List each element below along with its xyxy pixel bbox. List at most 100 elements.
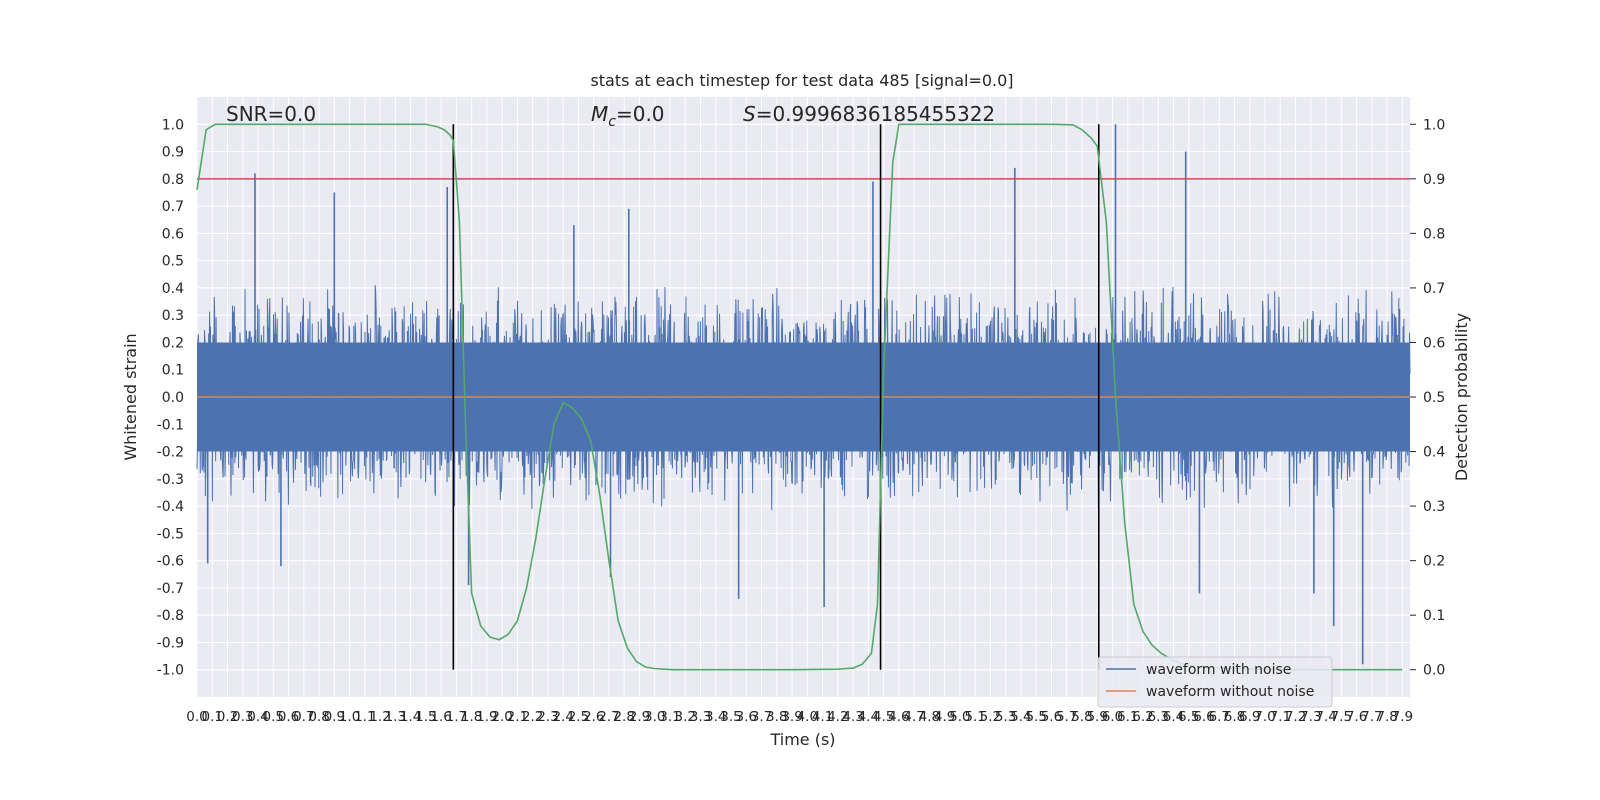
x-tick-label: 3.8 [766, 709, 787, 725]
x-tick-label: 2.6 [583, 709, 604, 725]
right-y-tick-label: 0.0 [1423, 663, 1445, 679]
left-y-axis: 1.0 0.9 0.8 0.7 0.6 0.5 0.4 0.3 0.2 0.1 0.0 -0.1 -0.… [157, 117, 184, 678]
mc-annotation: Mc=0.0 [591, 102, 665, 130]
left-y-axis-label: Whitened strain [121, 333, 140, 460]
x-tick-label: 6.5 [1178, 709, 1199, 725]
x-tick-label: 0.0 [186, 709, 207, 725]
chart-title: stats at each timestep for test data 485… [590, 71, 1013, 90]
x-tick-label: 2.1 [507, 709, 528, 725]
x-tick-label: 3.9 [781, 709, 802, 725]
x-tick-label: 6.6 [1193, 709, 1214, 725]
left-y-tick-label: -0.8 [157, 608, 184, 624]
x-axis: 0.00.10.20.30.40.50.60.70.80.91.01.11.21… [186, 709, 1413, 725]
x-tick-label: 3.3 [690, 709, 711, 725]
left-y-tick-label: 0.9 [162, 145, 184, 161]
left-y-tick-label: -0.2 [157, 445, 184, 461]
left-y-tick-label: -0.1 [157, 417, 184, 433]
left-y-tick-label: 0.2 [162, 335, 184, 351]
x-tick-label: 4.3 [842, 709, 863, 725]
x-tick-label: 5.3 [995, 709, 1016, 725]
x-tick-label: 6.1 [1117, 709, 1138, 725]
x-tick-label: 1.2 [369, 709, 390, 725]
x-tick-label: 5.9 [1086, 709, 1107, 725]
x-tick-label: 7.1 [1270, 709, 1291, 725]
x-tick-label: 2.9 [629, 709, 650, 725]
left-y-tick-label: 0.1 [162, 363, 184, 379]
right-y-tick-label: 0.4 [1423, 445, 1445, 461]
mc-subscript: c [608, 114, 616, 130]
x-tick-label: 5.4 [1010, 709, 1031, 725]
probability-series-line [196, 123, 1403, 671]
x-tick-label: 0.2 [217, 709, 238, 725]
mc-symbol: M [591, 102, 608, 126]
x-tick-label: 2.7 [598, 709, 619, 725]
x-tick-label: 0.3 [232, 709, 253, 725]
left-y-tick-label: -0.4 [157, 499, 184, 515]
x-tick-label: 3.4 [705, 709, 726, 725]
x-tick-label: 4.2 [827, 709, 848, 725]
left-y-tick-label: -1.0 [157, 663, 184, 679]
x-tick-label: 0.6 [278, 709, 299, 725]
x-tick-label: 6.0 [1102, 709, 1123, 725]
left-y-tick-label: 0.7 [162, 199, 184, 215]
x-tick-label: 0.4 [247, 709, 268, 725]
x-tick-label: 7.0 [1254, 709, 1275, 725]
x-tick-label: 0.9 [324, 709, 345, 725]
x-tick-label: 4.7 [903, 709, 924, 725]
s-value: =0.9996836185455322 [756, 102, 995, 126]
x-tick-label: 1.0 [339, 709, 360, 725]
noise-series-line [196, 285, 1411, 511]
x-tick-label: 0.5 [263, 709, 284, 725]
x-tick-label: 7.2 [1285, 709, 1306, 725]
overlay-lines [196, 123, 1410, 671]
s-symbol: S [743, 102, 756, 126]
x-tick-label: 7.7 [1361, 709, 1382, 725]
right-y-tick-label: 0.7 [1423, 281, 1445, 297]
right-y-axis: 1.0 0.9 0.8 0.7 0.6 0.5 0.4 0.3 0.2 0.1 0.0 [1410, 117, 1445, 679]
left-y-tick-label: 1.0 [162, 117, 184, 133]
left-y-tick-label: -0.7 [157, 581, 184, 597]
x-tick-label: 7.9 [1392, 709, 1413, 725]
x-tick-label: 1.6 [430, 709, 451, 725]
x-tick-label: 6.4 [1163, 709, 1184, 725]
x-tick-label: 3.1 [659, 709, 680, 725]
x-tick-label: 5.8 [1071, 709, 1092, 725]
left-y-tick-label: -0.9 [157, 635, 184, 651]
right-y-tick-label: 0.1 [1423, 608, 1445, 624]
x-tick-label: 7.5 [1331, 709, 1352, 725]
x-axis-label: Time (s) [769, 730, 835, 749]
x-tick-label: 4.1 [812, 709, 833, 725]
right-y-tick-label: 0.3 [1423, 499, 1445, 515]
x-tick-label: 3.0 [644, 709, 665, 725]
x-tick-label: 2.4 [552, 709, 573, 725]
x-tick-label: 4.6 [888, 709, 909, 725]
x-tick-label: 4.4 [858, 709, 879, 725]
x-tick-label: 3.5 [720, 709, 741, 725]
x-tick-label: 7.8 [1376, 709, 1397, 725]
left-y-tick-label: 0.8 [162, 172, 184, 188]
x-tick-label: 6.8 [1224, 709, 1245, 725]
x-tick-label: 7.4 [1315, 709, 1336, 725]
x-tick-label: 1.4 [400, 709, 421, 725]
x-tick-label: 6.7 [1209, 709, 1230, 725]
x-tick-label: 0.1 [202, 709, 223, 725]
x-tick-label: 3.6 [736, 709, 757, 725]
right-y-tick-label: 0.2 [1423, 554, 1445, 570]
right-y-tick-label: 1.0 [1423, 117, 1445, 133]
x-tick-label: 2.8 [613, 709, 634, 725]
x-tick-label: 5.2 [980, 709, 1001, 725]
x-tick-label: 3.7 [751, 709, 772, 725]
x-tick-label: 1.8 [461, 709, 482, 725]
left-y-tick-label: -0.5 [157, 526, 184, 542]
x-tick-label: 3.2 [675, 709, 696, 725]
left-y-tick-label: 0.0 [162, 390, 184, 406]
x-tick-label: 2.3 [537, 709, 558, 725]
x-tick-label: 1.1 [354, 709, 375, 725]
s-annotation: S=0.9996836185455322 [743, 102, 995, 126]
x-tick-label: 5.6 [1041, 709, 1062, 725]
x-tick-label: 4.8 [919, 709, 940, 725]
right-y-tick-label: 0.5 [1423, 390, 1445, 406]
mc-value: =0.0 [616, 102, 665, 126]
x-tick-label: 1.3 [385, 709, 406, 725]
